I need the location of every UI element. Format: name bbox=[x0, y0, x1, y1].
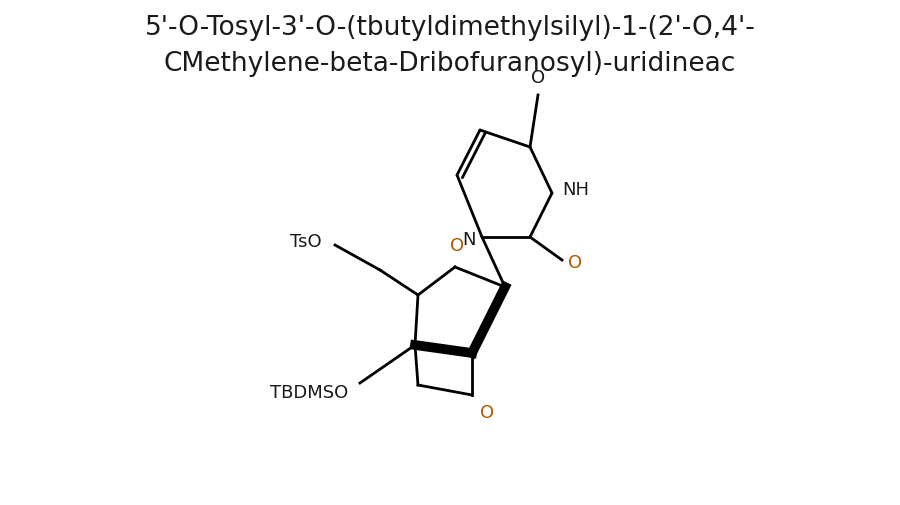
Text: N: N bbox=[463, 231, 476, 248]
Text: NH: NH bbox=[562, 181, 589, 198]
Text: O: O bbox=[568, 254, 582, 272]
Text: TsO: TsO bbox=[291, 232, 322, 250]
Text: TBDMSO: TBDMSO bbox=[270, 383, 348, 401]
Text: O: O bbox=[450, 236, 464, 255]
Text: 5'-O-Tosyl-3'-O-(tbutyldimethylsilyl)-1-(2'-O,4'-: 5'-O-Tosyl-3'-O-(tbutyldimethylsilyl)-1-… bbox=[145, 15, 755, 41]
Text: O: O bbox=[531, 69, 545, 87]
Text: O: O bbox=[480, 403, 494, 421]
Text: CMethylene-beta-Dribofuranosyl)-uridineac: CMethylene-beta-Dribofuranosyl)-uridinea… bbox=[164, 51, 736, 77]
